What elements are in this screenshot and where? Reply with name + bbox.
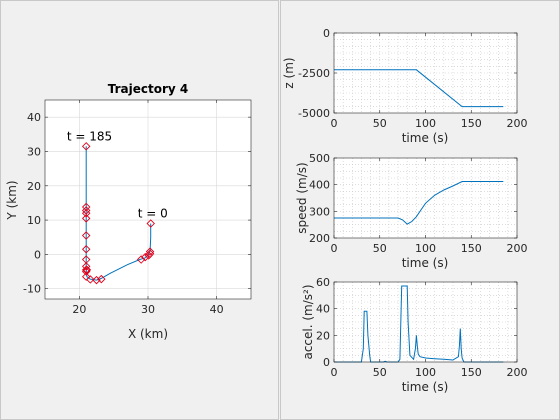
trajectory-marker <box>81 202 91 212</box>
trajectory-ytick-label: 10 <box>27 214 41 227</box>
trajectory-annotation: t = 0 <box>138 207 168 221</box>
altitude-ytick-label: -2500 <box>298 67 330 80</box>
accel-ytick-label: 20 <box>316 329 330 342</box>
trajectory-annotation: t = 185 <box>67 129 112 143</box>
trajectory-marker <box>81 206 91 215</box>
altitude-series-line <box>334 69 504 108</box>
accel-series-line <box>334 285 504 363</box>
accel-ytick-label: 40 <box>316 303 330 316</box>
accel-ytick-label: 0 <box>323 356 330 369</box>
speed-axes: 0 50 100 150 200 200 300 400 500 time (s) speed … <box>295 152 528 270</box>
altitude-xtick-label: 100 <box>415 117 436 130</box>
trajectory-ytick-label: 0 <box>34 248 41 261</box>
accel-xtick-label: 0 <box>331 366 338 379</box>
speed-series-line <box>334 181 504 225</box>
trajectory-marker <box>92 275 101 285</box>
speed-xtick-label: 0 <box>331 242 338 255</box>
speed-xtick-label: 100 <box>415 242 436 255</box>
trajectory-series: t = 185 t = 0 <box>67 129 168 285</box>
trajectory-marker <box>81 231 91 240</box>
speed-ytick-label: 400 <box>309 179 330 192</box>
trajectory-marker <box>141 252 150 262</box>
trajectory-ytick-label: 20 <box>27 180 41 193</box>
trajectory-marker <box>81 142 91 151</box>
trajectory-xtick-label: 30 <box>141 303 155 316</box>
trajectory-marker <box>81 262 91 271</box>
speed-xlabel: time (s) <box>402 256 449 270</box>
accel-xtick-label: 200 <box>507 366 528 379</box>
altitude-axes: 0 50 100 150 200 0 -2500 -5000 time (s) z (m) <box>282 27 528 145</box>
altitude-series <box>334 69 504 108</box>
speed-xtick-label: 200 <box>507 242 528 255</box>
speed-ylabel: speed (m/s) <box>295 162 309 233</box>
trajectory-series-line <box>85 146 152 281</box>
altitude-xtick-label: 200 <box>507 117 528 130</box>
speed-ticks: 0 50 100 150 200 200 300 400 500 <box>309 152 528 255</box>
altitude-xtick-label: 50 <box>373 117 387 130</box>
trajectory-ylabel: Y (km) <box>5 180 19 220</box>
trajectory-ytick-label: -10 <box>23 283 41 296</box>
trajectory-marker <box>97 274 106 284</box>
trajectory-ticks: 20 30 40 -10 0 10 20 30 40 <box>23 100 251 316</box>
trajectory-marker <box>86 275 95 284</box>
trajectory-marker <box>145 247 155 256</box>
altitude-ticks: 0 50 100 150 200 0 -2500 -5000 <box>298 27 527 130</box>
trajectory-axes: t = 185 t = 0 20 30 40 -10 0 10 20 30 40 Trajecto… <box>5 82 252 341</box>
speed-xtick-label: 50 <box>373 242 387 255</box>
trajectory-title: Trajectory 4 <box>108 82 189 96</box>
accel-ytick-label: 60 <box>316 276 330 289</box>
trajectory-xtick-label: 20 <box>72 303 86 316</box>
altitude-xlabel: time (s) <box>402 131 449 145</box>
accel-ticks: 0 50 100 150 200 0 20 40 60 <box>316 276 528 379</box>
trajectory-ytick-label: 40 <box>27 111 41 124</box>
accel-xlabel: time (s) <box>402 380 449 394</box>
accel-axes: 0 50 100 150 200 0 20 40 60 time (s) accel. (m/s… <box>301 276 528 394</box>
altitude-ylabel: z (m) <box>282 57 296 88</box>
trajectory-marker <box>81 245 91 254</box>
trajectory-marker <box>146 219 155 228</box>
trajectory-xtick-label: 40 <box>210 303 224 316</box>
altitude-grid <box>334 33 517 113</box>
altitude-ytick-label: 0 <box>323 27 330 40</box>
speed-series <box>334 181 504 225</box>
trajectory-marker <box>81 214 91 223</box>
trajectory-grid <box>45 100 251 299</box>
altitude-xtick-label: 150 <box>461 117 482 130</box>
accel-xtick-label: 50 <box>373 366 387 379</box>
speed-xtick-label: 150 <box>461 242 482 255</box>
accel-ylabel: accel. (m/s²) <box>301 284 315 359</box>
speed-ytick-label: 300 <box>309 205 330 218</box>
altitude-xtick-label: 0 <box>331 117 338 130</box>
trajectory-marker <box>81 208 91 218</box>
accel-xtick-label: 150 <box>461 366 482 379</box>
trajectory-marker <box>81 272 91 281</box>
trajectory-ytick-label: 30 <box>27 145 41 158</box>
trajectory-marker <box>136 255 146 264</box>
speed-ytick-label: 200 <box>309 232 330 245</box>
altitude-ytick-label: -5000 <box>298 107 330 120</box>
accel-xtick-label: 100 <box>415 366 436 379</box>
trajectory-xlabel: X (km) <box>128 327 168 341</box>
accel-series <box>334 285 504 363</box>
speed-ytick-label: 500 <box>309 152 330 165</box>
